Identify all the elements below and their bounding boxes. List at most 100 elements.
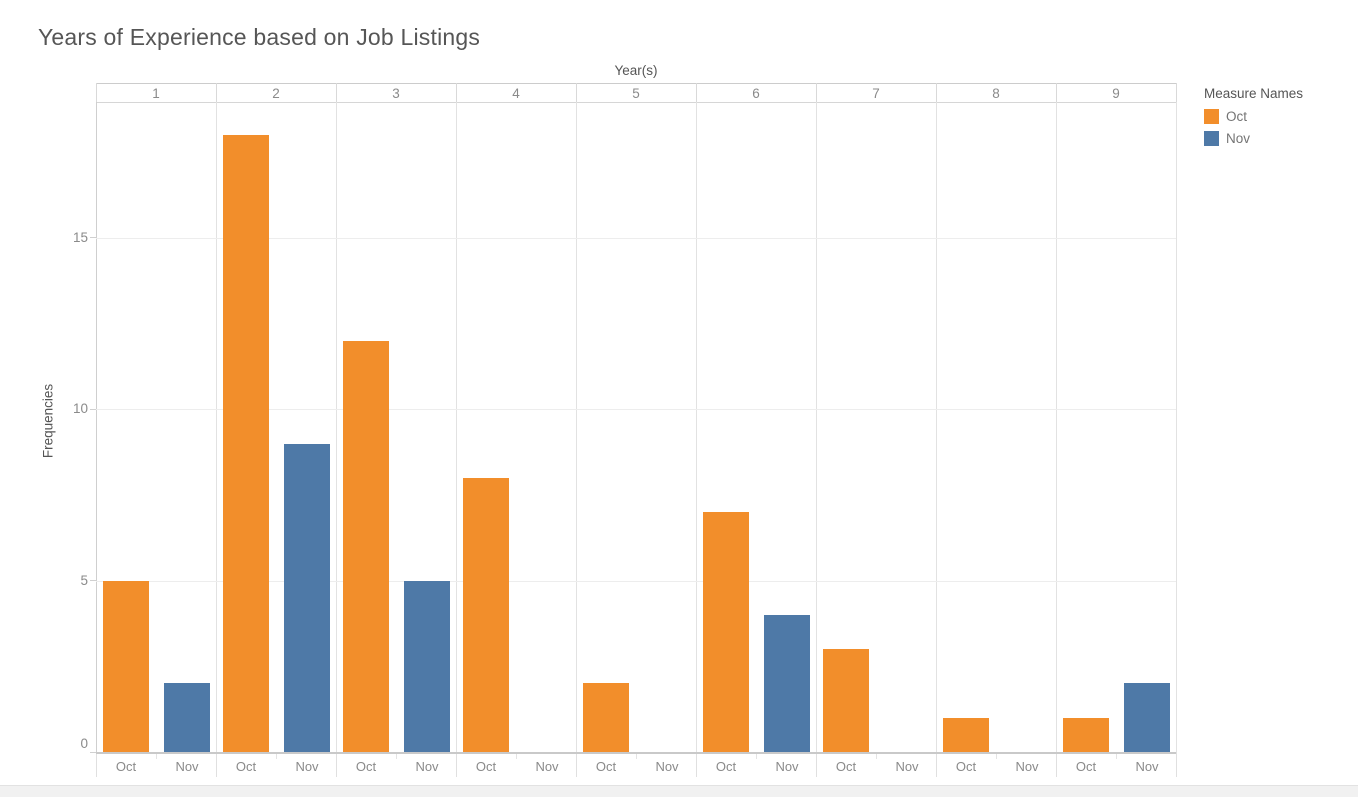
column-header-year-7: 7 — [872, 86, 880, 101]
bottom-band-separator — [1056, 752, 1057, 777]
bar-oct-year-5[interactable] — [583, 683, 629, 752]
column-gridline — [456, 101, 457, 752]
y-axis-tick — [90, 751, 96, 753]
series-divider-tick — [636, 752, 637, 759]
bottom-band-separator — [816, 752, 817, 777]
bottom-band-separator — [936, 752, 937, 777]
y-axis-tick — [90, 408, 96, 410]
x-tick-label-nov-year-1: Nov — [175, 759, 199, 774]
series-divider-tick — [516, 752, 517, 759]
bottom-band-separator — [576, 752, 577, 777]
legend-label-oct: Oct — [1226, 109, 1248, 124]
column-header-bottom-rule — [96, 101, 1176, 103]
series-divider-tick — [156, 752, 157, 759]
series-divider-tick — [996, 752, 997, 759]
column-header-top-rule — [96, 83, 1176, 84]
series-divider-tick — [756, 752, 757, 759]
bottom-band-separator — [336, 752, 337, 777]
horizontal-scrollbar-track[interactable] — [0, 785, 1358, 797]
series-divider-tick — [876, 752, 877, 759]
legend-swatch-nov — [1204, 131, 1219, 146]
bottom-band-separator — [96, 752, 97, 777]
column-gridline — [1056, 101, 1057, 752]
y-axis-line — [96, 101, 97, 752]
bottom-band-separator — [216, 752, 217, 777]
series-divider-tick — [276, 752, 277, 759]
x-tick-label-oct-year-2: Oct — [235, 759, 257, 774]
x-tick-label-oct-year-9: Oct — [1075, 759, 1097, 774]
bar-oct-year-4[interactable] — [463, 477, 509, 752]
bar-nov-year-2[interactable] — [284, 443, 330, 752]
x-tick-label-nov-year-2: Nov — [295, 759, 319, 774]
x-axis-line — [96, 751, 1176, 754]
column-header-year-3: 3 — [392, 86, 400, 101]
y-tick-label-0: 0 — [80, 736, 88, 751]
column-header-year-2: 2 — [272, 86, 280, 101]
bar-nov-year-6[interactable] — [764, 614, 810, 752]
column-header-tick — [696, 83, 697, 102]
bar-oct-year-3[interactable] — [343, 340, 389, 752]
column-header-year-4: 4 — [512, 86, 520, 101]
x-tick-label-oct-year-5: Oct — [595, 759, 617, 774]
bottom-band-separator — [456, 752, 457, 777]
x-tick-label-oct-year-6: Oct — [715, 759, 737, 774]
bar-nov-year-1[interactable] — [164, 683, 210, 752]
x-axis-title: Year(s) — [614, 63, 658, 78]
x-tick-label-oct-year-8: Oct — [955, 759, 977, 774]
legend-item-oct[interactable]: Oct — [1204, 109, 1354, 124]
series-divider-tick — [1116, 752, 1117, 759]
y-gridline-5 — [96, 580, 1176, 582]
column-gridline — [816, 101, 817, 752]
column-gridline — [936, 101, 937, 752]
bar-oct-year-6[interactable] — [703, 512, 749, 752]
bottom-band-separator — [1176, 752, 1177, 777]
column-header-tick — [576, 83, 577, 102]
y-tick-label-5: 5 — [80, 572, 88, 588]
x-tick-label-nov-year-7: Nov — [895, 759, 919, 774]
legend: Measure Names Oct Nov — [1204, 86, 1354, 153]
legend-swatch-oct — [1204, 109, 1219, 124]
column-header-year-1: 1 — [152, 86, 160, 101]
legend-item-nov[interactable]: Nov — [1204, 131, 1354, 146]
x-tick-label-oct-year-7: Oct — [835, 759, 857, 774]
column-header-year-6: 6 — [752, 86, 760, 101]
x-tick-label-nov-year-4: Nov — [535, 759, 559, 774]
x-tick-label-nov-year-5: Nov — [655, 759, 679, 774]
bar-nov-year-9[interactable] — [1124, 683, 1170, 752]
column-header-year-9: 9 — [1112, 86, 1120, 101]
x-tick-label-nov-year-9: Nov — [1135, 759, 1159, 774]
bar-oct-year-1[interactable] — [103, 580, 149, 752]
x-tick-label-oct-year-1: Oct — [115, 759, 137, 774]
column-gridline — [1176, 101, 1177, 752]
bar-nov-year-3[interactable] — [404, 580, 450, 752]
y-axis-tick — [90, 237, 96, 239]
bar-oct-year-7[interactable] — [823, 649, 869, 752]
x-tick-label-nov-year-8: Nov — [1015, 759, 1039, 774]
column-header-tick — [96, 83, 97, 102]
column-gridline — [696, 101, 697, 752]
x-tick-label-nov-year-3: Nov — [415, 759, 439, 774]
y-gridline-10 — [96, 409, 1176, 411]
column-header-year-8: 8 — [992, 86, 1000, 101]
column-header-year-5: 5 — [632, 86, 640, 101]
bar-oct-year-9[interactable] — [1063, 717, 1109, 752]
column-header-tick — [456, 83, 457, 102]
y-tick-label-10: 10 — [72, 401, 88, 417]
bar-oct-year-8[interactable] — [943, 717, 989, 752]
y-gridline-15 — [96, 237, 1176, 239]
column-gridline — [216, 101, 217, 752]
column-header-tick — [1176, 83, 1177, 102]
column-gridline — [576, 101, 577, 752]
column-header-tick — [336, 83, 337, 102]
y-axis-title: Frequencies — [40, 383, 56, 459]
bottom-band-separator — [696, 752, 697, 777]
bar-oct-year-2[interactable] — [223, 135, 269, 752]
y-axis-tick — [90, 580, 96, 582]
column-header-tick — [1056, 83, 1057, 102]
x-tick-label-nov-year-6: Nov — [775, 759, 799, 774]
column-header-tick — [936, 83, 937, 102]
x-tick-label-oct-year-4: Oct — [475, 759, 497, 774]
series-divider-tick — [396, 752, 397, 759]
column-header-tick — [816, 83, 817, 102]
